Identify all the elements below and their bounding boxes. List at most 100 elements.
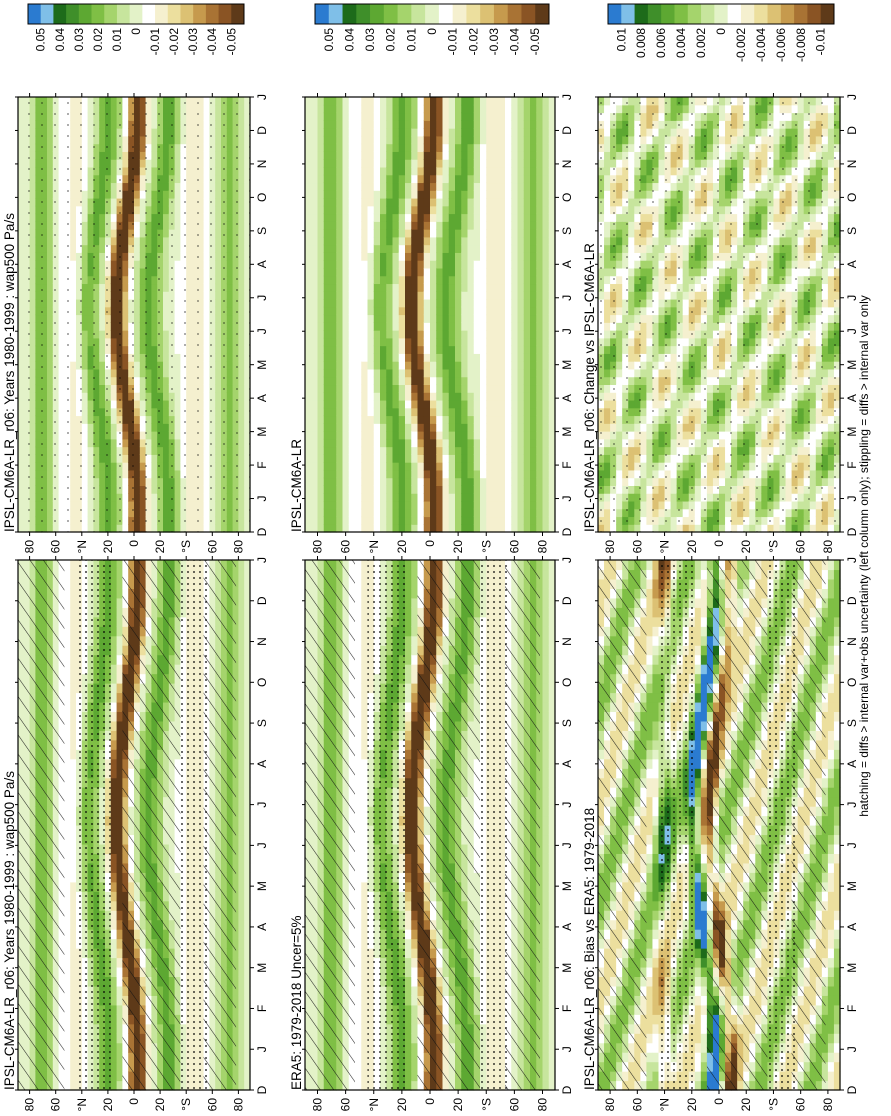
heatmap-cell: [64, 872, 70, 882]
month-tick-label: J: [255, 94, 269, 100]
month-tick-label: D: [255, 1085, 269, 1094]
heatmap-cell: [70, 683, 76, 693]
heatmap-cell: [64, 834, 70, 844]
heatmap-cell: [70, 607, 76, 617]
heatmap-cell: [238, 569, 244, 579]
heatmap-cell: [64, 740, 70, 750]
heatmap-cell: [111, 636, 117, 646]
heatmap-cell: [111, 1043, 117, 1053]
heatmap-cell: [117, 664, 123, 674]
heatmap-cell: [111, 929, 117, 939]
heatmap-cell: [238, 617, 244, 627]
heatmap-cell: [70, 636, 76, 646]
heatmap-cell: [238, 588, 244, 598]
heatmap-cell: [111, 891, 117, 901]
heatmap-cell: [111, 1033, 117, 1043]
heatmap-cell: [64, 1081, 70, 1091]
month-tick-label: O: [255, 193, 269, 202]
heatmap-cell: [238, 1081, 244, 1091]
heatmap-cell: [238, 976, 244, 986]
heatmap-cell: [238, 995, 244, 1005]
stippling-overlay: [180, 560, 208, 1090]
heatmap-cell: [70, 995, 76, 1005]
heatmap-cell: [64, 711, 70, 721]
heatmap-cell: [117, 939, 123, 949]
heatmap-cell: [117, 1043, 123, 1053]
heatmap-cell: [238, 872, 244, 882]
month-tick-label: M: [255, 427, 269, 437]
colorbar-label: 0.04: [53, 28, 67, 52]
heatmap-cell: [111, 664, 117, 674]
heatmap-cell: [70, 1005, 76, 1015]
month-tick-label: D: [255, 596, 269, 605]
month-tick-label: D: [255, 527, 269, 536]
lat-tick-label: 80: [23, 1098, 37, 1111]
heatmap-cell: [70, 598, 76, 608]
heatmap-cell: [64, 1052, 70, 1062]
month-tick-label: O: [255, 678, 269, 687]
heatmap-cell: [117, 995, 123, 1005]
heatmap-cell: [111, 598, 117, 608]
heatmap-cell: [117, 834, 123, 844]
heatmap-cell: [70, 1062, 76, 1072]
heatmap-cell: [70, 1014, 76, 1024]
month-tick-label: A: [255, 260, 269, 268]
heatmap-cell: [70, 901, 76, 911]
heatmap-cell: [111, 1071, 117, 1081]
heatmap-cell: [64, 721, 70, 731]
heatmap-cell: [70, 1043, 76, 1053]
heatmap-cell: [238, 579, 244, 589]
heatmap-cell: [64, 1024, 70, 1034]
heatmap-cell: [238, 1043, 244, 1053]
heatmap-cell: [238, 598, 244, 608]
heatmap-cell: [111, 626, 117, 636]
heatmap-cell: [64, 967, 70, 977]
heatmap-cell: [64, 844, 70, 854]
heatmap-cell: [117, 778, 123, 788]
heatmap-cell: [64, 598, 70, 608]
colorbar-swatch: [168, 4, 181, 24]
heatmap-cell: [111, 730, 117, 740]
heatmap-cell: [117, 655, 123, 665]
heatmap-cell: [70, 929, 76, 939]
heatmap-cell: [111, 711, 117, 721]
heatmap-cell: [70, 958, 76, 968]
heatmap-cell: [238, 929, 244, 939]
heatmap-cell: [64, 939, 70, 949]
heatmap-cell: [238, 683, 244, 693]
heatmap-cell: [70, 844, 76, 854]
heatmap-cell: [117, 626, 123, 636]
month-tick-label: J: [255, 802, 269, 808]
colorbar-label: 0.05: [34, 28, 48, 52]
colorbar-label: -0.04: [205, 28, 219, 56]
colorbar-swatch: [53, 4, 66, 24]
heatmap-cell: [70, 711, 76, 721]
heatmap-cell: [238, 1014, 244, 1024]
lat-tick-label: 80: [231, 540, 245, 554]
heatmap-cell: [64, 986, 70, 996]
heatmap-cell: [64, 683, 70, 693]
heatmap-cell: [117, 693, 123, 703]
colorbar-label: 0: [129, 28, 143, 35]
heatmap-cell: [111, 617, 117, 627]
heatmap-cell: [111, 683, 117, 693]
heatmap-cell: [238, 749, 244, 759]
heatmap-cell: [111, 863, 117, 873]
heatmap-cell: [70, 948, 76, 958]
heatmap-cell: [117, 674, 123, 684]
heatmap-cell: [70, 664, 76, 674]
heatmap-cell: [64, 607, 70, 617]
colorbar-swatch: [28, 4, 41, 24]
colorbar-swatch: [231, 4, 244, 24]
heatmap-cell: [70, 1081, 76, 1091]
heatmap-cell: [111, 693, 117, 703]
heatmap-cell: [111, 1081, 117, 1091]
heatmap-cell: [70, 967, 76, 977]
heatmap-cell: [117, 569, 123, 579]
heatmap-cell: [117, 797, 123, 807]
heatmap-cell: [64, 645, 70, 655]
heatmap-cell: [70, 816, 76, 826]
heatmap-cell: [64, 655, 70, 665]
